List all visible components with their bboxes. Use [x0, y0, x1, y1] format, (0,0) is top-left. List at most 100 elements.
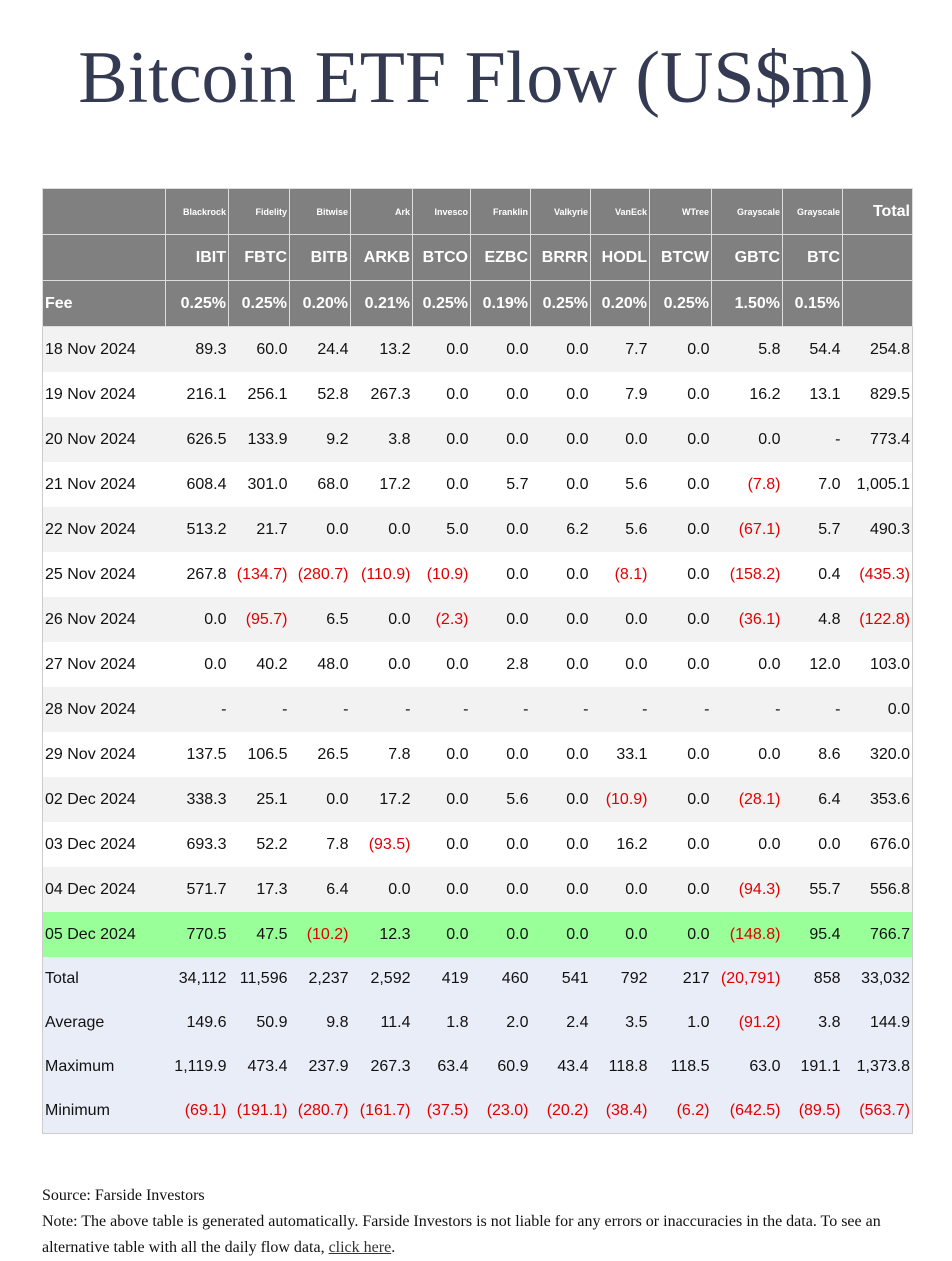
link[interactable]: click here	[328, 1239, 392, 1256]
flow-value: -	[704, 700, 710, 718]
fee: 0.25%	[228, 280, 290, 327]
date: 04 Dec 2024	[45, 880, 136, 898]
flow-value: 0.0	[446, 430, 469, 448]
flow-value: 13.1	[809, 385, 841, 403]
issuer: Grayscale	[711, 188, 783, 235]
flow-value: 133.9	[247, 430, 288, 448]
flow-value: 5.7	[506, 475, 529, 493]
flow-value: 12.0	[809, 655, 841, 673]
fee: 0.20%	[289, 280, 351, 327]
flow-value: 137.5	[186, 745, 227, 763]
flow-value: -	[221, 700, 227, 718]
issuer: Franklin	[470, 188, 531, 235]
flow-value: (10.9)	[605, 790, 648, 808]
flow-value: 5.0	[446, 520, 469, 538]
total-header: Total	[842, 188, 913, 235]
flow-value: 0.0	[446, 475, 469, 493]
flow-value: 766.7	[869, 925, 910, 943]
flow-value: 0.0	[566, 745, 589, 763]
flow-value: 5.8	[758, 340, 781, 358]
fee-row: Fee 0.25% 0.25% 0.20% 0.21% 0.25% 0.19% 0.25% 0.…	[42, 280, 913, 327]
flow-value: 0.0	[625, 880, 648, 898]
flow-value: 0.0	[687, 925, 710, 943]
flow-value: 0.0	[506, 745, 529, 763]
flow-value: 267.8	[186, 565, 227, 583]
flow-value: 0.0	[326, 520, 349, 538]
flow-value: 7.9	[625, 385, 648, 403]
flow-value: 0.0	[687, 790, 710, 808]
summary-value: 267.3	[350, 1045, 413, 1089]
flow-value: (93.5)	[368, 835, 411, 853]
summary-value: 460	[470, 957, 531, 1001]
summary-value: (280.7)	[289, 1089, 351, 1134]
flow-value: 0.0	[204, 610, 227, 628]
flow-value: 0.0	[506, 835, 529, 853]
data-row: 19 Nov 2024 216.1 256.1 52.8 267.3 0.0 0.0 0.0 7…	[42, 372, 913, 417]
flow-value: 1,005.1	[856, 475, 910, 493]
summary-label: Total	[42, 957, 166, 1001]
flow-value: 21.7	[256, 520, 288, 538]
flow-value: 5.7	[818, 520, 841, 538]
data-row: 26 Nov 2024 0.0 (95.7) 6.5 0.0 (2.3) 0.0 0.0 0.0…	[42, 597, 913, 642]
flow-value: 829.5	[869, 385, 910, 403]
summary-value: 191.1	[782, 1045, 843, 1089]
flow-value: 0.0	[388, 520, 411, 538]
date: 03 Dec 2024	[45, 835, 136, 853]
date: 19 Nov 2024	[45, 385, 136, 403]
flow-value: 0.0	[887, 700, 910, 718]
flow-value: 7.0	[818, 475, 841, 493]
summary-row: Minimum (69.1) (191.1) (280.7) (161.7) (37.5)…	[42, 1089, 913, 1134]
flow-value: 0.0	[388, 610, 411, 628]
summary-value: (69.1)	[165, 1089, 229, 1134]
flow-value: 0.0	[446, 340, 469, 358]
flow-value: 25.1	[256, 790, 288, 808]
flow-value: 773.4	[869, 430, 910, 448]
summary-value: 1,119.9	[165, 1045, 229, 1089]
summary-value: 792	[590, 957, 650, 1001]
flow-value: -	[835, 430, 841, 448]
flow-value: 0.0	[566, 655, 589, 673]
date: 29 Nov 2024	[45, 745, 136, 763]
summary-label: Maximum	[42, 1045, 166, 1089]
flow-value: 556.8	[869, 880, 910, 898]
flow-value: 6.4	[326, 880, 349, 898]
summary-row: Total 34,112 11,596 2,237 2,592 419 460 541 792 2…	[42, 957, 913, 1001]
summary-value: 118.8	[590, 1045, 650, 1089]
flow-value: 353.6	[869, 790, 910, 808]
flow-value: -	[835, 700, 841, 718]
date: 02 Dec 2024	[45, 790, 136, 808]
flow-value: 17.2	[379, 790, 411, 808]
summary-value: 149.6	[165, 1001, 229, 1045]
flow-value: 17.2	[379, 475, 411, 493]
flow-value: 320.0	[869, 745, 910, 763]
flow-value: -	[463, 700, 469, 718]
flow-value: -	[343, 700, 349, 718]
summary-value: (563.7)	[842, 1089, 913, 1134]
flow-value: 0.0	[388, 655, 411, 673]
flow-value: 0.0	[687, 430, 710, 448]
date: 25 Nov 2024	[45, 565, 136, 583]
date: 22 Nov 2024	[45, 520, 136, 538]
flow-value: (7.8)	[747, 475, 781, 493]
summary-value: 34,112	[165, 957, 229, 1001]
flow-value: (95.7)	[245, 610, 288, 628]
flow-value: 571.7	[186, 880, 227, 898]
summary-value: 1,373.8	[842, 1045, 913, 1089]
summary-row: Maximum 1,119.9 473.4 237.9 267.3 63.4 60.9 43.…	[42, 1045, 913, 1089]
issuer: VanEck	[590, 188, 650, 235]
issuer: Fidelity	[228, 188, 290, 235]
flow-value: 626.5	[186, 430, 227, 448]
summary-value: (23.0)	[470, 1089, 531, 1134]
summary-value: 419	[412, 957, 471, 1001]
flow-value: 301.0	[247, 475, 288, 493]
summary-value: 217	[649, 957, 712, 1001]
flow-value: 0.0	[566, 430, 589, 448]
flow-value: -	[282, 700, 288, 718]
data-row: 20 Nov 2024 626.5 133.9 9.2 3.8 0.0 0.0 0.0 0.0 0…	[42, 417, 913, 462]
ticker: GBTC	[711, 234, 783, 281]
ticker: ARKB	[350, 234, 413, 281]
data-row: 04 Dec 2024 571.7 17.3 6.4 0.0 0.0 0.0 0.0 0.0 0.…	[42, 867, 913, 912]
summary-value: (91.2)	[711, 1001, 783, 1045]
date: 21 Nov 2024	[45, 475, 136, 493]
ticker: FBTC	[228, 234, 290, 281]
